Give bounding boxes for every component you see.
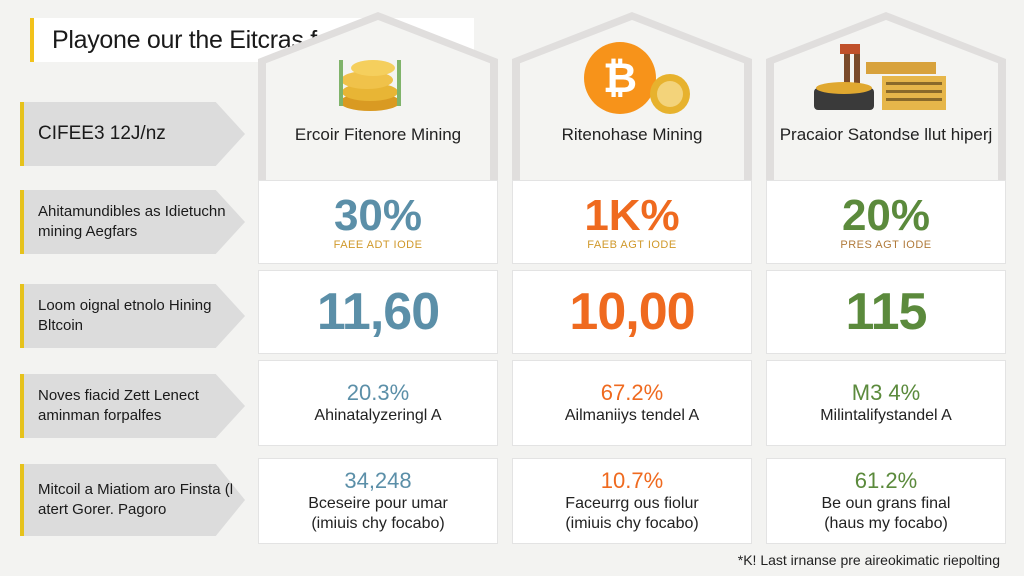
row-label-5: Mitcoil a Miatiom aro Finsta (l atert Go… [20,464,245,536]
row-label-4: Noves fiacid Zett Lenect aminman forpalf… [20,374,245,438]
column-name-3: Pracaior Satondse llut hiperj [779,125,993,144]
pct-sub-2: FAEB AGT IODE [587,239,677,251]
cell-pct-1: 30% FAEE ADT IODE [258,180,498,264]
bottom-line2-3: (haus my focabo) [824,515,948,532]
bottom-stat-1: 34,248 [344,468,412,493]
cell-pct-2: 1K% FAEB AGT IODE [512,180,752,264]
stat-value-3: M3 4% [851,380,921,405]
stat-value-1: 20.3% [346,380,410,405]
mining-rig-icon [814,44,946,110]
pct-sub-1: FAEE ADT IODE [333,239,423,251]
bottom-line1-2: Faceurrg ous fiolur [565,495,699,512]
gold-coins-icon [339,60,401,111]
main-value-3: 115 [845,283,928,341]
row-label-3: Loom oignal etnolo Hining Bltcoin [20,284,245,348]
cell-bottom-1: 34,248 Bceseire pour umar (imiuis chy fo… [258,458,498,544]
main-value-2: 10,00 [569,283,695,341]
main-value-1: 11,60 [316,283,440,341]
column-name-2: Ritenohase Mining [561,125,703,144]
bottom-line1-3: Be oun grans final [821,495,951,512]
bottom-stat-3: 61.2% [854,468,918,493]
cell-stat-2: 67.2% Ailmaniiys tendel A [512,360,752,446]
cell-pct-3: 20% PRES AGT IODE [766,180,1006,264]
cell-bottom-3: 61.2% Be oun grans final (haus my focabo… [766,458,1006,544]
bitcoin-icon: ₿ [584,42,690,114]
cell-stat-1: 20.3% Ahinatalyzeringl A [258,360,498,446]
row-label-2: Ahitamundibles as Idietuchn mining Aegfa… [20,190,245,254]
pct-value-3: 20% [841,191,931,240]
stat-sub-3: Milintalifystandel A [820,407,952,424]
cell-stat-3: M3 4% Milintalifystandel A [766,360,1006,446]
pct-value-1: 30% [333,191,423,240]
svg-text:₿: ₿ [603,54,637,101]
cell-value-2: 10,00 [512,270,752,354]
bottom-line1-1: Bceseire pour umar [308,495,448,512]
bottom-line2-1: (imiuis chy focabo) [311,515,445,532]
pct-sub-3: PRES AGT IODE [840,239,932,251]
cell-bottom-2: 10.7% Faceurrg ous fiolur (imiuis chy fo… [512,458,752,544]
column-name-1: Ercoir Fitenore Mining [294,125,462,144]
cell-value-3: 115 [766,270,1006,354]
pct-value-2: 1K% [584,191,680,240]
stat-sub-2: Ailmaniiys tendel A [564,407,700,424]
bottom-line2-2: (imiuis chy focabo) [565,515,699,532]
bottom-stat-2: 10.7% [600,468,664,493]
stat-sub-1: Ahinatalyzeringl A [314,407,442,424]
stat-value-2: 67.2% [600,380,664,405]
footnote: *K! Last irnanse pre aireokimatic riepol… [737,552,1000,568]
cell-value-1: 11,60 [258,270,498,354]
row-label-1: CIFEE3 12J/nz [20,102,245,166]
